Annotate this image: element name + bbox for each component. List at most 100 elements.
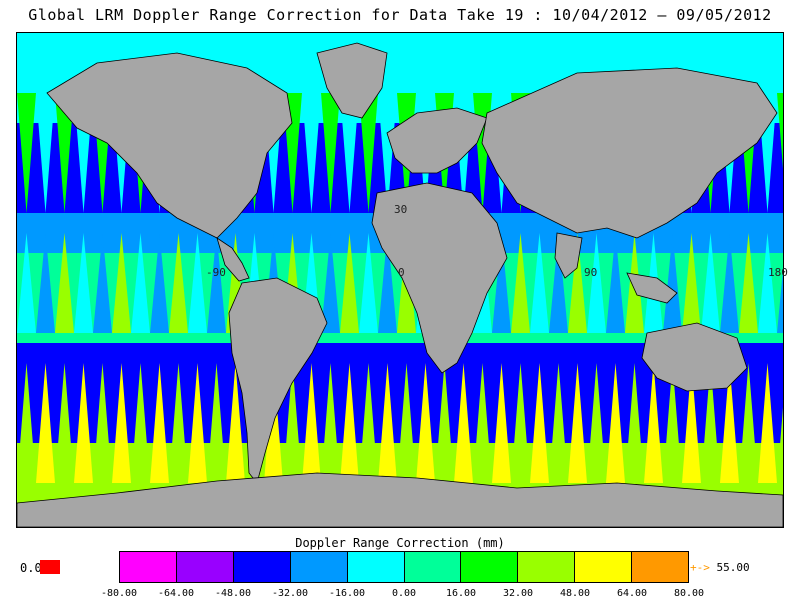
swath-wedge [511,233,530,333]
swath-wedge [93,363,112,483]
swath-wedge [150,363,169,483]
swath-wedge [36,93,55,213]
swath-wedge [720,363,739,483]
swath-wedge [568,363,587,483]
colorbar-tick: -64.00 [157,588,195,599]
swath-wedge [682,363,701,483]
swath-wedge [112,363,131,483]
swath-wedge [17,233,36,333]
colorbar-segment [632,552,689,582]
swath-wedge [739,363,758,483]
swath-wedge [188,363,207,483]
colorbar-segment [290,552,348,582]
swath-wedge [435,363,454,483]
colorbar-segment [575,552,633,582]
lon-label-dateline: 180 [768,266,788,279]
overflow-value: +-> 55.00 [690,561,750,574]
swath-wedge [758,233,777,333]
swath-wedge [663,233,682,333]
colorbar-tick: 80.00 [673,588,705,599]
swath-wedge [17,93,36,213]
swath-wedge [36,363,55,483]
swath-wedge [606,363,625,483]
swath-wedge [568,233,587,333]
colorbar-segment [461,552,519,582]
swath-wedge [340,93,359,213]
overflow-arrow: +-> [690,561,710,574]
swath-wedge [150,233,169,333]
swath-wedge [207,233,226,333]
swath-wedge [530,233,549,333]
swath-wedge [321,363,340,483]
swath-wedge [663,363,682,483]
swath-wedge [55,93,74,213]
colorbar [119,551,689,583]
zero-value-swatch [40,560,60,574]
colorbar-tick: -16.00 [328,588,366,599]
swath-wedge [321,93,340,213]
swath-wedge [131,233,150,333]
colorbar-tick: -32.00 [271,588,309,599]
colorbar-tick: 16.00 [445,588,477,599]
swath-wedge [359,363,378,483]
swath-wedge [625,363,644,483]
colorbar-title: Doppler Range Correction (mm) [295,536,505,550]
swath-wedge [207,363,226,483]
zero-value-label: 0.0 [20,561,42,575]
swath-wedge [701,233,720,333]
swath-wedge [112,233,131,333]
chart-title: Global LRM Doppler Range Correction for … [28,6,772,24]
colorbar-tick: 0.00 [391,588,417,599]
lon-label-east: 90 [584,266,598,279]
swath-wedge [720,233,739,333]
colorbar-segment [233,552,291,582]
colorbar-segment [518,552,576,582]
swath-wedge [777,407,783,483]
swath-wedge [530,363,549,483]
colorbar-tick: -48.00 [214,588,252,599]
swath-wedge [644,363,663,483]
swath-wedge [378,363,397,483]
swath-wedge [606,233,625,333]
swath-wedge [777,93,783,169]
colorbar-tick: -80.00 [100,588,138,599]
colorbar-tick: 32.00 [502,588,534,599]
colorbar-segment [404,552,462,582]
swath-wedge [549,363,568,483]
swath-wedge [378,233,397,333]
colorbar-tick: 48.00 [559,588,591,599]
swath-wedge [492,363,511,483]
swath-wedge [777,269,783,333]
swath-wedge [454,363,473,483]
swath-wedge [340,233,359,333]
colorbar-segment [120,552,177,582]
swath-wedge [55,363,74,483]
swath-wedge [17,363,36,483]
swath-wedge [36,233,55,333]
swath-wedge [511,363,530,483]
swath-wedge [587,233,606,333]
swath-wedge [226,363,245,483]
swath-wedge [758,363,777,483]
swath-wedge [492,233,511,333]
swath-wedge [378,93,397,213]
swath-wedge [340,363,359,483]
swath-wedge [74,363,93,483]
swath-wedge [701,363,720,483]
swath-wedge [739,233,758,333]
swath-wedge [321,233,340,333]
swath-wedge [549,233,568,333]
swath-wedge [169,363,188,483]
land-masses [17,42,783,527]
swath-wedge [188,233,207,333]
colorbar-tick: 64.00 [616,588,648,599]
swath-wedge [74,233,93,333]
swath-wedge [359,233,378,333]
overflow-number: 55.00 [716,561,750,574]
swath-wedge [587,363,606,483]
swath-wedge [397,363,416,483]
swath-wedge [302,93,321,213]
swath-wedge [283,363,302,483]
lon-label-west: -90 [206,266,226,279]
swath-wedge [416,363,435,483]
